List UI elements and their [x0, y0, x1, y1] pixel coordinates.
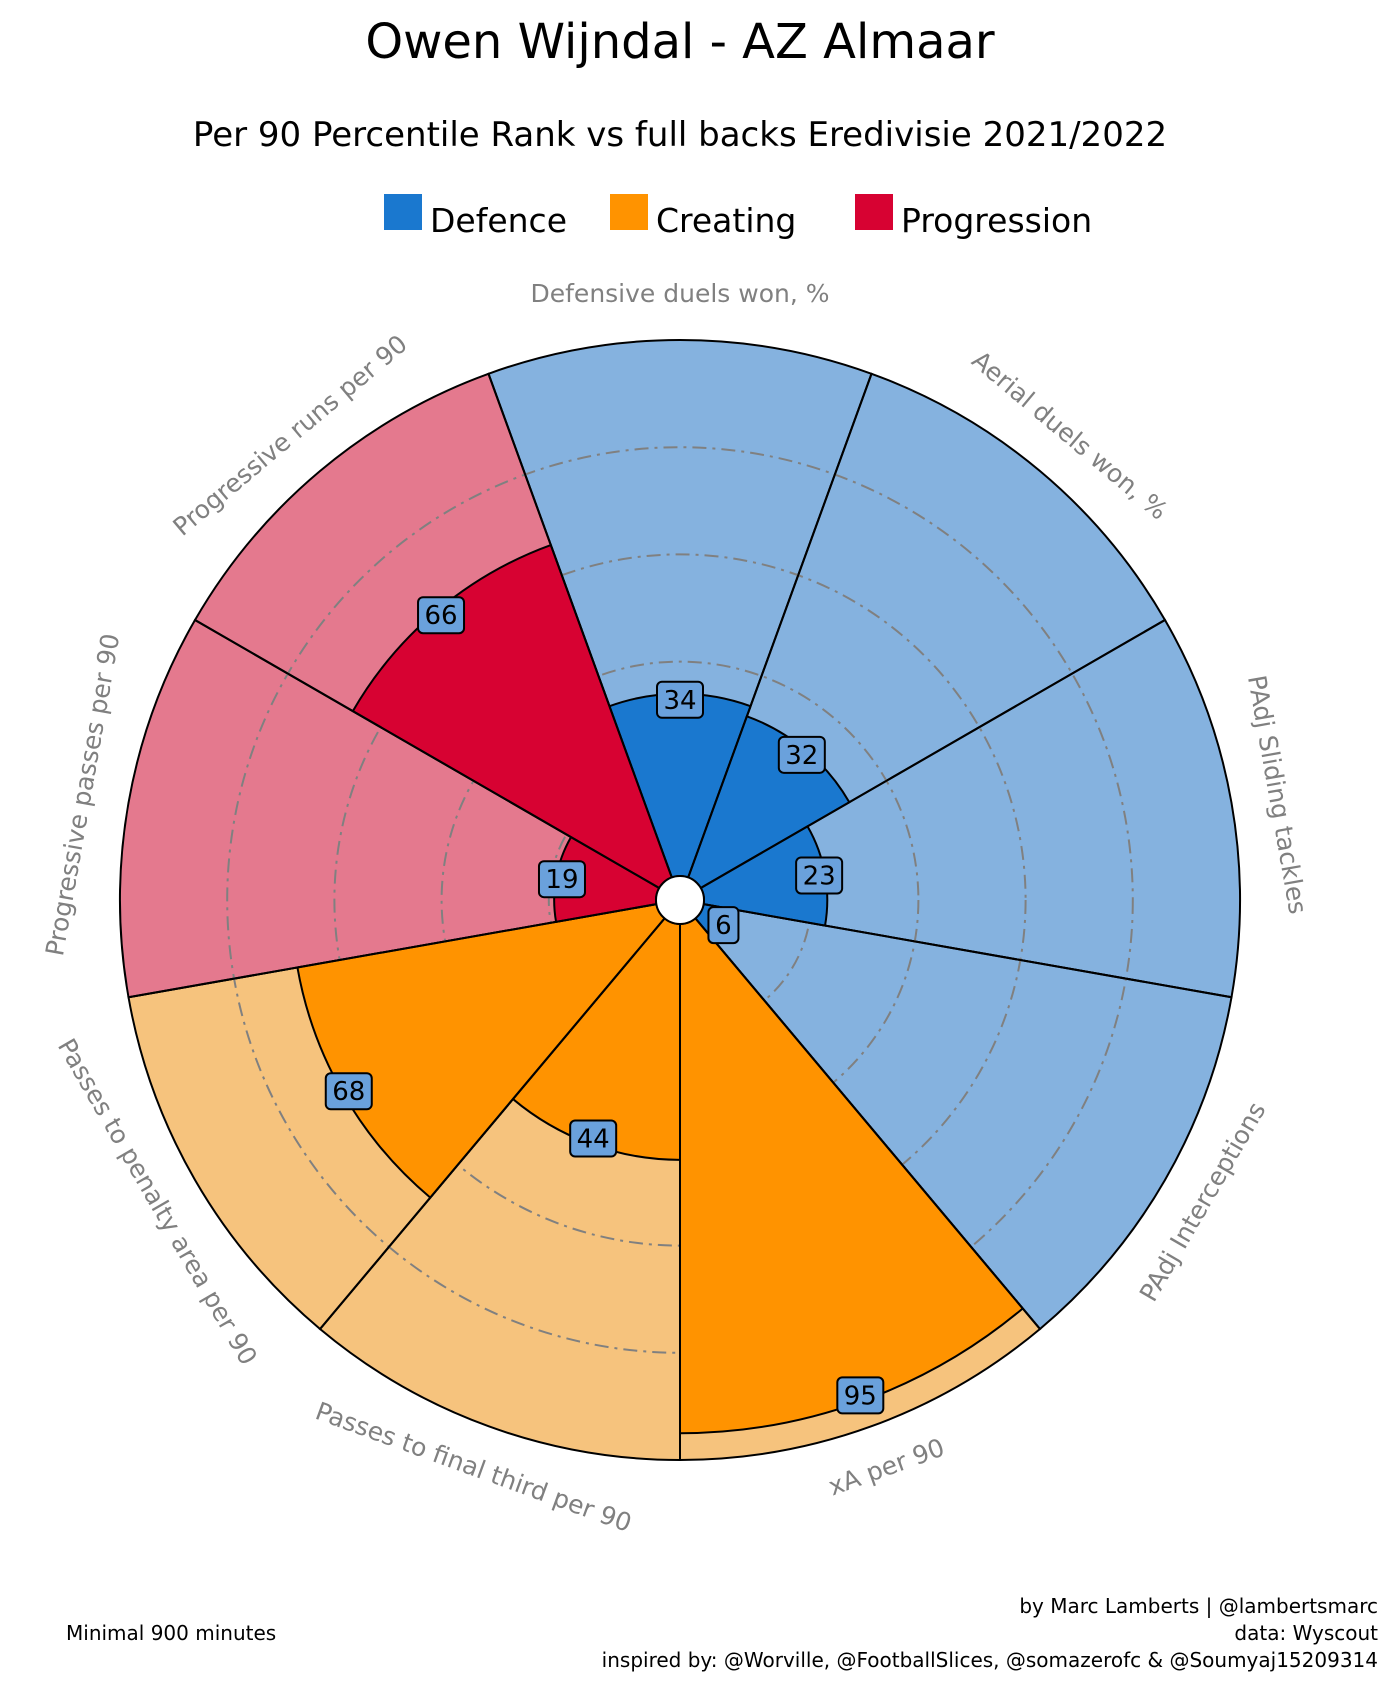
param-label-progressive-passes-per-90: Progressive passes per 90 — [40, 631, 125, 958]
value-wedges — [296, 543, 1025, 1435]
value-label-box — [777, 735, 826, 774]
center-hole — [655, 875, 705, 925]
value-label-padj-interceptions: 6 — [707, 906, 740, 945]
value-label-text: 23 — [803, 861, 836, 891]
value-label-passes-to-penalty-area-per-90: 68 — [324, 1072, 373, 1111]
spokes — [128, 373, 1232, 1460]
value-label-text: 44 — [577, 1125, 610, 1155]
chart-title: Owen Wijndal - AZ Almaar — [365, 14, 995, 70]
value-label-box — [537, 860, 586, 899]
value-label-box — [324, 1072, 373, 1111]
spoke — [487, 373, 681, 901]
value-label-box — [417, 596, 466, 635]
footer-inspired-by: inspired by: @Worville, @FootballSlices,… — [602, 1648, 1378, 1672]
value-label-text: 19 — [545, 865, 578, 895]
spoke — [679, 373, 873, 901]
value-label-xa-per-90: 95 — [836, 1376, 885, 1415]
value-label-text: 6 — [715, 911, 732, 941]
footer-data-source: data: Wyscout — [1234, 1621, 1378, 1645]
value-labels: 34 32 23 6 95 44 68 19 66 — [324, 596, 885, 1415]
spoke — [319, 899, 681, 1330]
spoke — [679, 899, 1232, 999]
value-label-text: 68 — [332, 1077, 365, 1107]
value-label-text: 34 — [663, 686, 696, 716]
legend-label-defence: Defence — [430, 201, 567, 240]
spoke — [194, 619, 681, 901]
footer-credit: by Marc Lamberts | @lambertsmarc — [1019, 1594, 1378, 1618]
value-label-box — [795, 856, 844, 895]
value-label-progressive-passes-per-90: 19 — [537, 860, 586, 899]
value-label-box — [707, 906, 740, 945]
legend-swatch-creating — [610, 194, 648, 230]
grid-circle — [226, 446, 1134, 1354]
legend: Defence Creating Progression — [384, 194, 1092, 240]
value-label-text: 95 — [844, 1381, 877, 1411]
value-label-box — [836, 1376, 885, 1415]
value-label-box — [656, 680, 704, 719]
value-label-text: 66 — [424, 601, 457, 631]
footer-minutes: Minimal 900 minutes — [66, 1621, 276, 1645]
value-label-defensive-duels-won: 34 — [656, 680, 704, 719]
value-label-passes-to-final-third-per-90: 44 — [569, 1119, 618, 1158]
param-label-xa-per-90: xA per 90 — [825, 1433, 949, 1502]
legend-label-progression: Progression — [901, 201, 1092, 240]
value-label-box — [569, 1119, 618, 1158]
spoke — [128, 899, 681, 999]
chart-subtitle: Per 90 Percentile Rank vs full backs Ere… — [193, 115, 1167, 155]
legend-swatch-defence — [384, 194, 422, 230]
value-label-progressive-runs-per-90: 66 — [417, 596, 466, 635]
legend-label-creating: Creating — [656, 201, 796, 240]
param-label-padj-sliding-tackles: PAdj Sliding tackles — [1242, 673, 1313, 916]
value-label-text: 32 — [785, 741, 818, 771]
legend-swatch-progression — [855, 194, 893, 230]
grid-circle — [440, 660, 920, 1140]
value-label-aerial-duels-won: 32 — [777, 735, 826, 774]
param-label-defensive-duels-won: Defensive duels won, % — [531, 279, 830, 308]
value-label-padj-sliding-tackles: 23 — [795, 856, 844, 895]
spoke — [679, 899, 1041, 1330]
spoke — [679, 619, 1166, 901]
